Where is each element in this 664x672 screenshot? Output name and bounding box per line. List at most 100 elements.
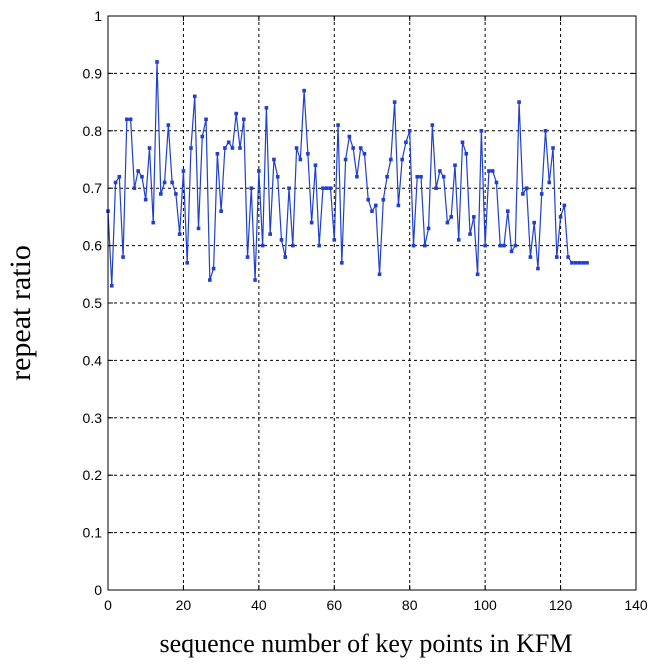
data-point	[453, 163, 457, 168]
data-point	[306, 151, 310, 156]
data-point	[125, 117, 129, 122]
data-point	[234, 111, 239, 116]
data-point	[298, 157, 303, 162]
data-point	[249, 186, 254, 190]
data-point	[136, 169, 140, 173]
data-point	[577, 261, 582, 265]
data-point	[215, 151, 220, 156]
data-point	[132, 186, 137, 190]
x-tick-label: 80	[402, 597, 418, 613]
data-point	[362, 151, 367, 156]
data-point	[581, 261, 585, 265]
data-point	[494, 180, 499, 185]
data-point	[162, 180, 167, 185]
data-point	[336, 123, 340, 127]
data-point	[358, 146, 363, 150]
data-point	[260, 243, 265, 248]
data-point	[200, 134, 205, 139]
x-tick-label: 140	[624, 597, 648, 613]
data-point	[140, 174, 144, 179]
series-layer	[106, 60, 589, 288]
data-point	[324, 186, 329, 190]
data-point	[128, 117, 133, 122]
data-point	[426, 226, 431, 231]
data-point	[257, 169, 261, 173]
data-point	[332, 238, 337, 242]
data-point	[573, 261, 578, 265]
data-point	[177, 232, 182, 236]
data-point	[547, 180, 552, 185]
data-point	[524, 186, 529, 190]
data-point	[585, 261, 589, 265]
data-point	[532, 220, 536, 225]
y-tick-label: 0.6	[83, 238, 103, 254]
data-point	[159, 192, 163, 196]
data-point	[566, 255, 570, 259]
data-point	[456, 238, 461, 242]
data-point	[558, 215, 563, 219]
data-point	[400, 157, 404, 162]
data-point	[370, 209, 374, 213]
data-point	[407, 129, 412, 133]
data-point	[351, 146, 355, 150]
data-point	[291, 243, 295, 248]
data-point	[490, 169, 495, 173]
data-point	[230, 146, 235, 150]
y-tick-label: 1	[94, 8, 102, 24]
data-point	[381, 197, 386, 202]
data-point	[155, 60, 159, 64]
data-point	[411, 243, 416, 248]
data-point	[181, 169, 186, 173]
data-point	[509, 249, 514, 254]
axis-ticks: 0 20 40 60 80 100 120 140 0 0.1 0.2 0.3 0.4 0.5 0.6 0.7…	[83, 8, 648, 613]
y-axis-title: repeat ratio	[4, 245, 37, 381]
data-point	[204, 117, 208, 122]
data-point	[366, 197, 371, 202]
data-point	[472, 215, 476, 219]
data-point	[373, 203, 378, 208]
y-tick-label: 0.3	[83, 410, 103, 426]
data-point	[347, 134, 352, 139]
x-tick-label: 100	[473, 597, 497, 613]
data-point	[555, 255, 559, 259]
data-point	[143, 197, 148, 202]
data-point	[189, 146, 193, 150]
x-tick-label: 60	[326, 597, 342, 613]
data-point	[528, 255, 533, 259]
data-point	[226, 140, 231, 145]
data-point	[317, 243, 321, 248]
data-point	[185, 261, 189, 265]
x-tick-label: 0	[104, 597, 112, 613]
data-point	[392, 100, 397, 104]
data-point	[377, 272, 382, 277]
data-point	[321, 186, 325, 190]
data-point	[479, 129, 484, 133]
y-tick-label: 0.5	[83, 295, 103, 311]
data-point	[121, 255, 125, 259]
data-point	[264, 106, 269, 110]
data-point	[460, 140, 465, 145]
series-line	[107, 61, 587, 286]
data-point	[275, 174, 280, 179]
data-point	[287, 186, 291, 190]
data-point	[117, 174, 122, 179]
data-point	[505, 209, 510, 213]
data-point	[389, 157, 393, 162]
data-point	[355, 174, 359, 179]
y-tick-label: 0.7	[83, 180, 103, 196]
data-point	[279, 238, 284, 242]
data-point	[313, 163, 318, 168]
data-point	[294, 146, 299, 150]
data-point	[340, 261, 344, 265]
x-axis-title: sequence number of key points in KFM	[159, 629, 572, 658]
data-point	[109, 283, 114, 288]
y-tick-label: 0.9	[83, 65, 103, 81]
data-point	[196, 226, 201, 231]
data-point	[536, 266, 540, 271]
data-point	[438, 169, 442, 173]
y-tick-label: 0.1	[83, 525, 103, 541]
data-point	[517, 100, 521, 104]
data-point	[521, 192, 525, 196]
data-point	[502, 243, 506, 248]
